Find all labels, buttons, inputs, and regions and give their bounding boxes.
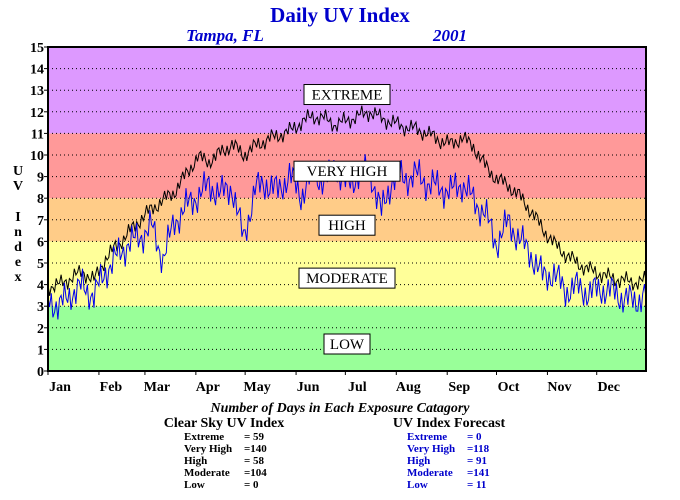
y-tick-label: 7 xyxy=(37,214,44,229)
band-label: HIGH xyxy=(328,218,366,234)
x-tick-label: Dec xyxy=(597,380,620,395)
y-axis-label-letter: e xyxy=(15,255,21,270)
y-tick-label: 15 xyxy=(30,41,44,56)
stat-value: = 0 xyxy=(467,431,482,443)
y-tick-label: 0 xyxy=(37,365,44,380)
summary-stats: Extreme = 59 Very High =140 High = 58 Moderate… xyxy=(184,431,490,491)
band-label-box xyxy=(318,214,376,236)
y-tick-label: 2 xyxy=(37,322,44,337)
band-label-box xyxy=(303,84,391,106)
band-label: EXTREME xyxy=(312,88,383,104)
y-tick-label: 13 xyxy=(30,84,44,99)
stat-value: = 58 xyxy=(244,455,265,467)
stat-label: Low xyxy=(407,479,428,491)
summary-title: Number of Days in Each Exposure Catagory xyxy=(209,401,470,416)
y-axis-label-letter: d xyxy=(14,240,22,255)
forecast-heading: UV Index Forecast xyxy=(393,416,506,431)
x-tick-label: Jun xyxy=(297,380,320,395)
x-tick-label: Mar xyxy=(144,380,170,395)
stat-value: = 59 xyxy=(244,431,265,443)
stat-label: Extreme xyxy=(407,431,447,443)
stat-label: Moderate xyxy=(407,467,453,479)
chart-location: Tampa, FL xyxy=(186,26,264,45)
band-label: MODERATE xyxy=(306,271,388,287)
x-tick-label: May xyxy=(244,380,271,395)
x-tick-label: Nov xyxy=(547,380,571,395)
x-tick-label: Feb xyxy=(100,380,123,395)
exposure-band-labels: EXTREME VERY HIGH HIGH MODERATE LOW xyxy=(293,84,401,355)
clear-sky-heading: Clear Sky UV Index xyxy=(164,416,284,431)
y-axis-label-letter: I xyxy=(15,210,20,225)
y-tick-label: 5 xyxy=(37,257,44,272)
stat-value: =118 xyxy=(467,443,490,455)
stat-label: Very High xyxy=(407,443,455,455)
chart-year: 2001 xyxy=(432,26,467,45)
y-axis-label-letter: U xyxy=(13,164,23,179)
band-label-box xyxy=(298,267,396,289)
stat-label: Low xyxy=(184,479,205,491)
y-axis-label: UV Index xyxy=(13,164,23,285)
y-axis-label-letter: x xyxy=(15,270,22,285)
stat-label: Very High xyxy=(184,443,232,455)
x-tick-label: Oct xyxy=(498,380,520,395)
x-tick-label: Jan xyxy=(49,380,71,395)
stat-value: = 0 xyxy=(244,479,259,491)
chart-title: Daily UV Index xyxy=(270,3,410,27)
stat-label: Extreme xyxy=(184,431,224,443)
stat-label: Moderate xyxy=(184,467,230,479)
y-tick-label: 11 xyxy=(31,127,44,142)
plot-frame xyxy=(47,46,647,372)
y-tick-label: 9 xyxy=(37,171,44,186)
stat-value: = 11 xyxy=(467,479,486,491)
band-label: VERY HIGH xyxy=(307,164,388,180)
stat-value: = 91 xyxy=(467,455,487,467)
y-tick-label: 10 xyxy=(30,149,44,164)
stat-value: =140 xyxy=(244,443,267,455)
stat-value: =141 xyxy=(467,467,490,479)
band-label-box xyxy=(293,160,401,182)
y-axis-label-letter: n xyxy=(14,225,22,240)
y-axis-label-letter: V xyxy=(13,179,23,194)
x-axis-ticks: Jan Feb Mar Apr May Jun Jul Aug Sep Oct Nov Dec xyxy=(47,371,620,395)
y-tick-label: 4 xyxy=(37,279,44,294)
band-label: LOW xyxy=(330,337,365,353)
series-line-clear-sky xyxy=(47,105,647,296)
x-tick-label: Jul xyxy=(348,380,367,395)
y-tick-label: 6 xyxy=(37,235,44,250)
y-tick-label: 14 xyxy=(30,63,44,78)
x-tick-label: Sep xyxy=(448,380,470,395)
x-tick-label: Aug xyxy=(396,380,421,395)
y-tick-label: 3 xyxy=(37,300,44,315)
y-tick-label: 8 xyxy=(37,192,44,207)
stat-value: =104 xyxy=(244,467,267,479)
y-tick-label: 1 xyxy=(37,343,44,358)
stat-label: High xyxy=(184,455,207,467)
band-label-box xyxy=(323,333,371,355)
y-tick-label: 12 xyxy=(30,106,44,121)
stat-label: High xyxy=(407,455,430,467)
x-tick-label: Apr xyxy=(196,380,220,395)
